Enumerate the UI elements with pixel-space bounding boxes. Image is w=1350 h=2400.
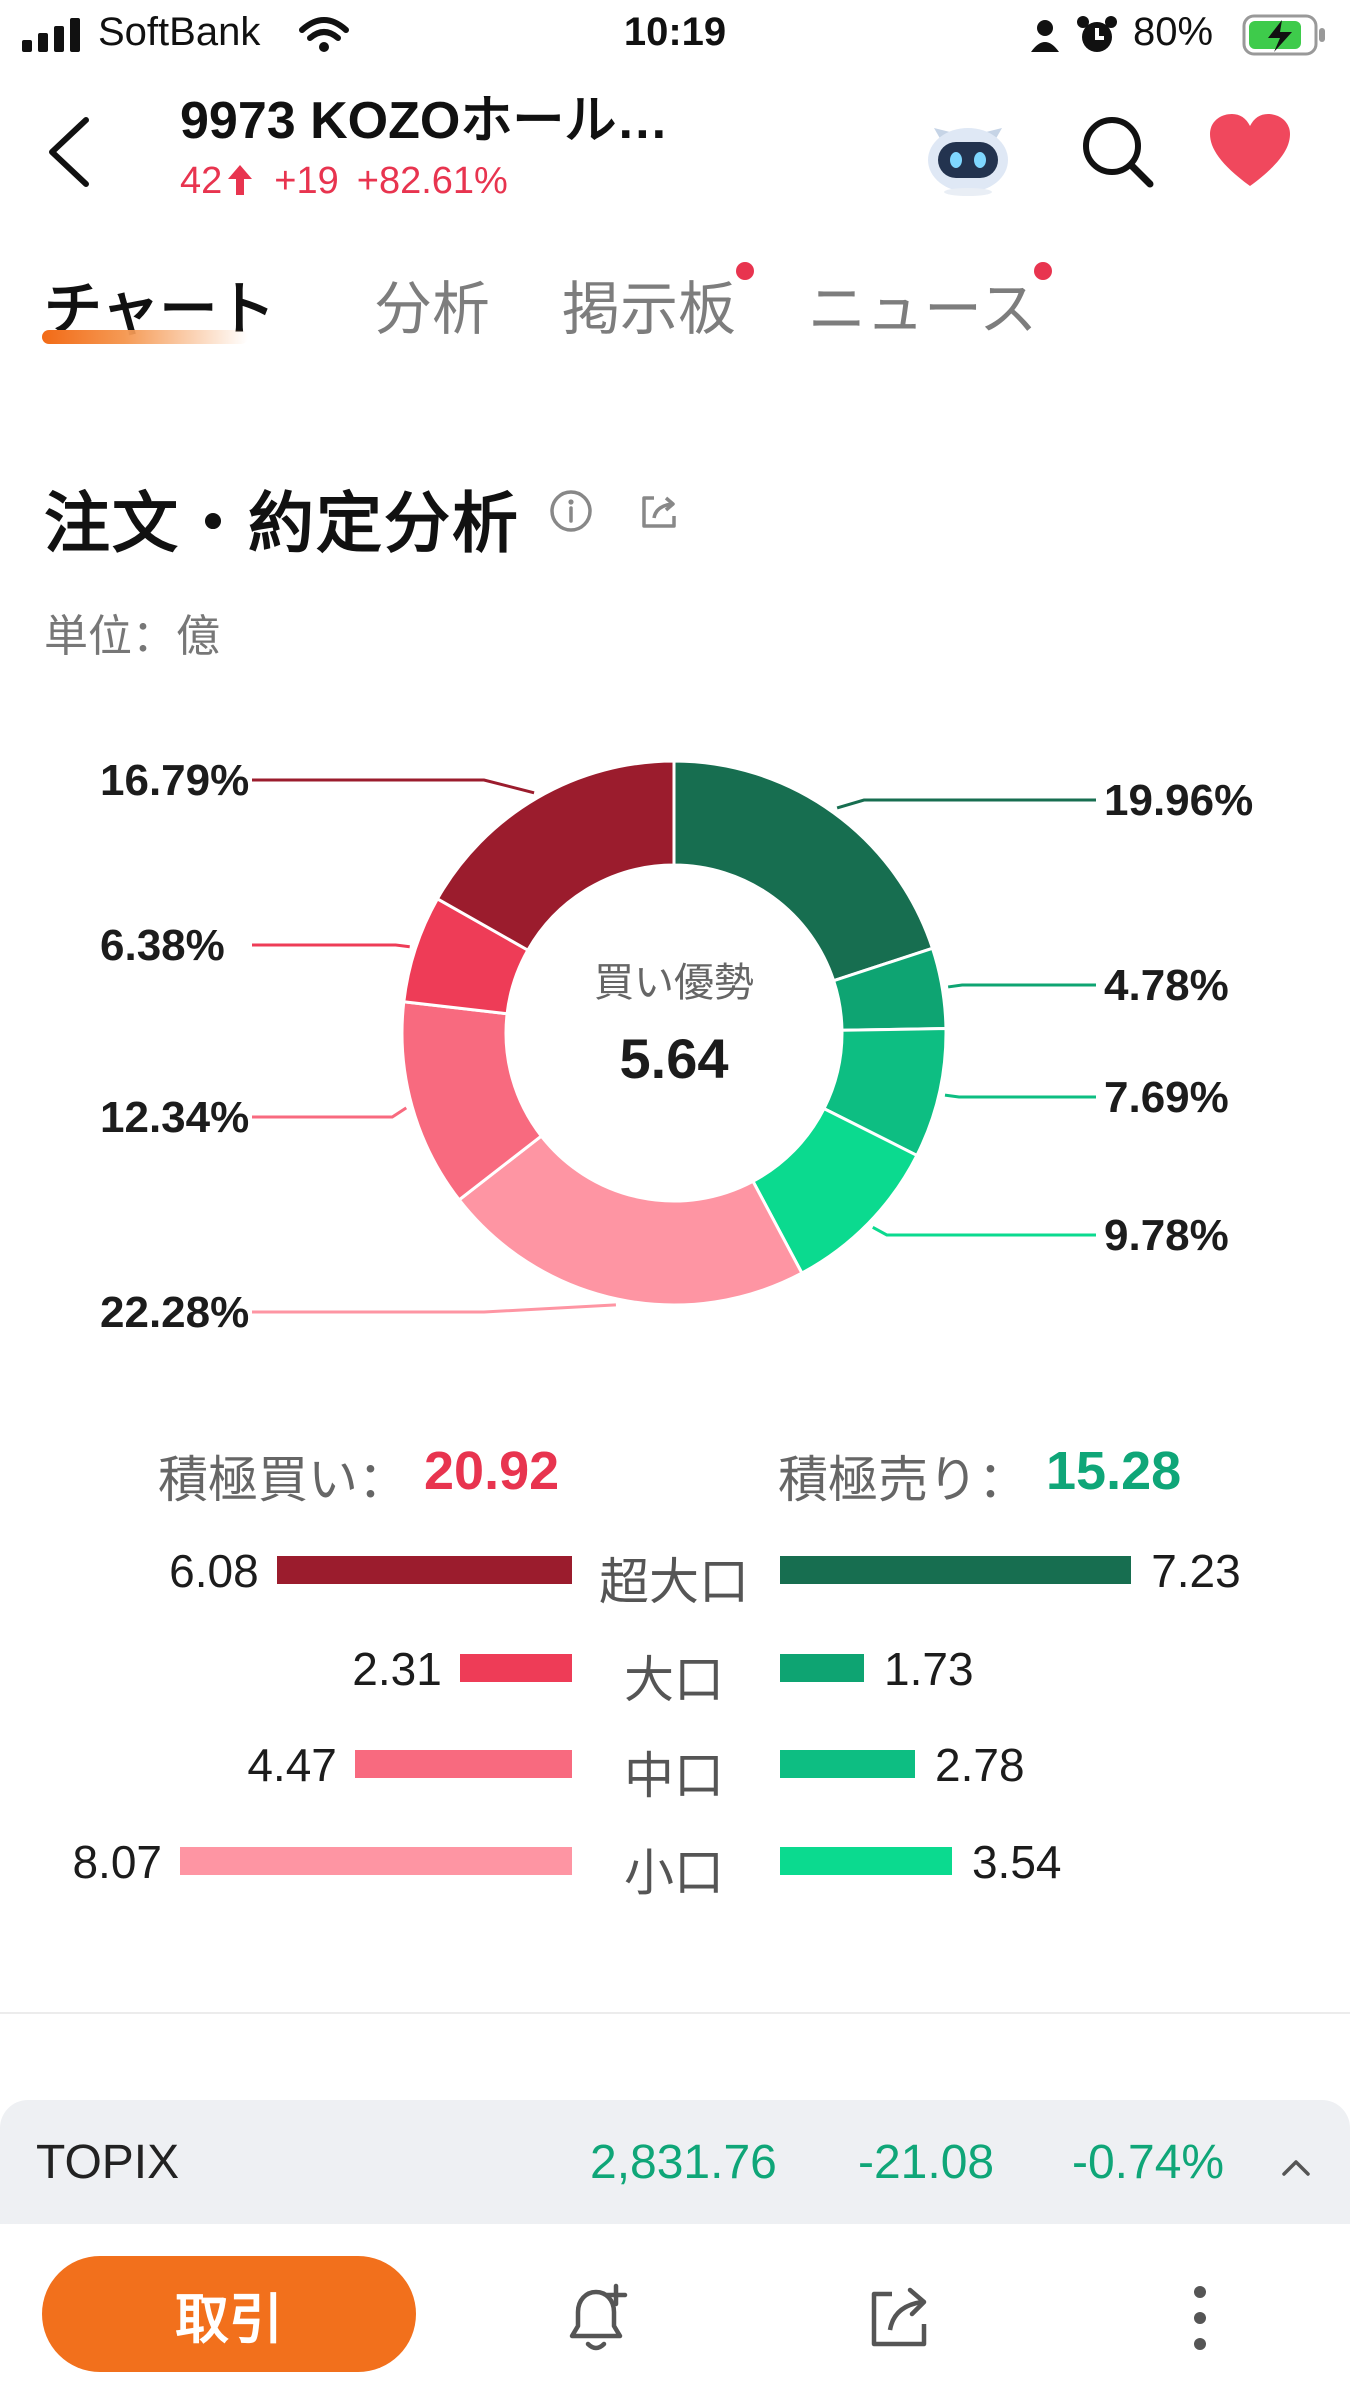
slice-leader-line xyxy=(836,798,1096,810)
sell-value: 3.54 xyxy=(971,1836,1062,1888)
index-ticker-bar[interactable] xyxy=(0,2100,1350,2224)
index-change-pct: -0.74% xyxy=(1072,2136,1225,2189)
sell-bar xyxy=(780,1847,952,1875)
tab-news[interactable]: ニュース xyxy=(808,277,1038,342)
slice-leader-line xyxy=(252,1303,616,1314)
slice-leader-line xyxy=(252,1106,408,1119)
back-icon[interactable] xyxy=(40,112,100,192)
unit-label: 単位：億 xyxy=(44,612,220,661)
search-icon[interactable] xyxy=(1078,112,1158,192)
slice-percent-label: 7.69% xyxy=(1104,1073,1229,1122)
slice-percent-label: 19.96% xyxy=(1104,776,1253,825)
tab-board-badge xyxy=(736,262,754,280)
battery-charging-icon xyxy=(1242,14,1325,56)
share-out-icon[interactable] xyxy=(860,2280,936,2356)
order-size-category: 中口 xyxy=(624,1748,724,1804)
slice-leader-line xyxy=(872,1226,1096,1237)
stock-change-pct: +82.61% xyxy=(356,160,508,202)
slice-percent-label: 6.38% xyxy=(100,921,225,970)
order-size-category: 超大口 xyxy=(599,1554,749,1610)
sell-value: 1.73 xyxy=(884,1643,974,1695)
buy-bar xyxy=(276,1556,572,1584)
battery-percent: 80% xyxy=(1133,10,1214,54)
tab-active-indicator xyxy=(42,330,248,344)
active-sell-label: 積極売り： xyxy=(778,1452,1028,1508)
wifi-icon xyxy=(299,17,349,52)
stock-title: 9973 KOZOホール… xyxy=(180,92,669,150)
alarm-icon xyxy=(1077,16,1117,52)
up-arrow-icon xyxy=(228,165,253,195)
signal-icon xyxy=(22,18,80,52)
slice-percent-label: 12.34% xyxy=(100,1093,249,1142)
order-size-category: 小口 xyxy=(624,1845,724,1901)
info-icon[interactable] xyxy=(548,488,594,534)
carrier-name: SoftBank xyxy=(98,10,261,54)
buy-bar xyxy=(459,1654,572,1682)
stock-change: +19 xyxy=(274,160,339,202)
donut-slice xyxy=(435,759,676,953)
stock-quote: 42 +19 +82.61% xyxy=(180,160,526,203)
share-icon[interactable] xyxy=(636,488,682,534)
center-label: 買い優勢 xyxy=(594,961,754,1005)
buy-value: 4.47 xyxy=(247,1739,337,1791)
slice-percent-label: 4.78% xyxy=(1104,961,1229,1010)
more-vertical-icon[interactable] xyxy=(1162,2280,1238,2356)
sell-bar xyxy=(780,1556,1132,1584)
donut-slice xyxy=(672,759,935,983)
sell-value: 2.78 xyxy=(935,1739,1025,1791)
stock-price: 42 xyxy=(180,160,223,202)
robot-icon[interactable] xyxy=(920,112,1016,196)
order-size-category: 大口 xyxy=(624,1652,724,1708)
sell-bar xyxy=(780,1654,865,1682)
slice-leader-line xyxy=(947,983,1096,989)
section-divider xyxy=(0,2012,1350,2014)
slice-percent-label: 22.28% xyxy=(100,1288,249,1337)
tab-analysis[interactable]: 分析 xyxy=(374,277,491,342)
slice-leader-line xyxy=(944,1093,1096,1099)
buy-value: 2.31 xyxy=(352,1643,442,1695)
active-buy-label: 積極買い： xyxy=(158,1452,408,1508)
active-buy-value: 20.92 xyxy=(424,1441,560,1501)
trade-button[interactable]: 取引 xyxy=(42,2256,416,2372)
status-time: 10:19 xyxy=(623,10,727,54)
slice-percent-label: 9.78% xyxy=(1104,1211,1229,1260)
active-sell-value: 15.28 xyxy=(1046,1441,1182,1501)
buy-value: 8.07 xyxy=(72,1836,162,1888)
section-title: 注文・約定分析 xyxy=(44,486,520,560)
sell-bar xyxy=(780,1750,916,1778)
bell-plus-icon[interactable] xyxy=(558,2280,634,2356)
index-change: -21.08 xyxy=(858,2136,995,2189)
index-value: 2,831.76 xyxy=(590,2136,777,2189)
slice-percent-label: 16.79% xyxy=(100,756,249,805)
slice-leader-line xyxy=(252,778,535,795)
buy-bar xyxy=(180,1847,572,1875)
tab-news-badge xyxy=(1034,262,1052,280)
index-name: TOPIX xyxy=(36,2136,180,2189)
tab-board[interactable]: 掲示板 xyxy=(562,277,737,342)
order-analysis-donut-chart: 19.96% 4.78% 7.69% 9.78% 22.28% 12.34% 6.38% 16… xyxy=(100,756,1253,1337)
sell-value: 7.23 xyxy=(1151,1545,1241,1597)
chevron-up-icon[interactable] xyxy=(1278,2150,1314,2186)
heart-icon[interactable] xyxy=(1208,112,1292,188)
buy-value: 6.08 xyxy=(169,1545,259,1597)
center-value: 5.64 xyxy=(620,1027,729,1090)
status-bar: SoftBank 10:19 80% xyxy=(0,0,1350,74)
donut-slice xyxy=(457,1133,804,1307)
person-icon xyxy=(1031,20,1059,52)
slice-leader-line xyxy=(252,943,410,949)
buy-bar xyxy=(354,1750,572,1778)
